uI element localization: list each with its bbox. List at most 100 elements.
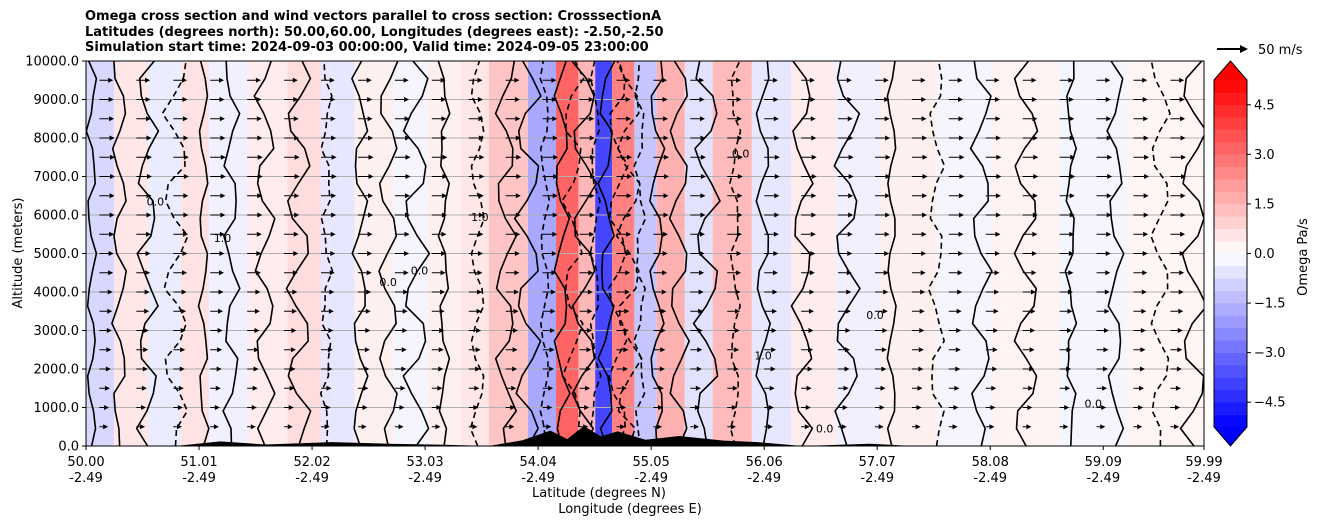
wind-key-arrowhead-icon xyxy=(1240,45,1248,53)
wind-vector-head xyxy=(885,154,891,160)
wind-vector-head xyxy=(256,251,262,256)
wind-vector-head xyxy=(477,289,483,295)
wind-vector-head xyxy=(958,251,964,256)
wind-vector-head xyxy=(513,328,519,333)
wind-vector-head xyxy=(590,174,596,179)
wind-vector-head xyxy=(1138,405,1144,410)
wind-vector-head xyxy=(439,328,445,333)
wind-vector-head xyxy=(811,212,817,218)
wind-vector-head xyxy=(1104,289,1110,295)
colorbar-segment xyxy=(1214,327,1247,341)
colorbar-segment xyxy=(1214,166,1247,180)
x-tick-label-latitude: 55.05 xyxy=(633,455,670,470)
wind-vector-head xyxy=(847,251,853,256)
wind-vector-head xyxy=(250,424,256,430)
wind-vector-head xyxy=(625,97,631,102)
wind-vector-head xyxy=(514,77,520,83)
colorbar-segment xyxy=(1214,402,1247,415)
wind-vector-head xyxy=(992,366,998,372)
colorbar-segment xyxy=(1214,265,1247,279)
wind-vector-head xyxy=(218,77,224,83)
wind-vector-head xyxy=(694,405,700,410)
y-tick-label: 10000.0 xyxy=(25,55,79,70)
wind-vector-head xyxy=(181,289,187,295)
wind-vector-head xyxy=(553,174,559,179)
wind-vector-head xyxy=(1031,270,1037,276)
wind-vector-head xyxy=(478,135,484,141)
wind-vector-head xyxy=(1178,308,1184,314)
wind-vector-head xyxy=(1032,231,1038,237)
colorbar-segment xyxy=(1214,216,1247,230)
wind-vector-head xyxy=(1067,289,1073,295)
wind-vector-head xyxy=(401,366,407,372)
wind-vector-head xyxy=(956,328,962,333)
wind-vector-head xyxy=(1033,154,1039,160)
wind-vector-head xyxy=(108,251,114,256)
colorbar-segment xyxy=(1214,179,1247,192)
wind-vector-head xyxy=(920,289,926,295)
wind-vector-head xyxy=(1031,97,1037,102)
wind-vector-head xyxy=(363,385,369,391)
wind-vector-head xyxy=(1032,212,1038,218)
wind-vector-head xyxy=(921,116,927,122)
wind-vector-head xyxy=(588,270,594,276)
wind-vector-head xyxy=(1027,405,1033,410)
wind-vector-head xyxy=(1180,116,1186,122)
wind-vector-head xyxy=(622,366,628,372)
wind-vector-head xyxy=(549,328,555,333)
wind-vector-head xyxy=(182,116,188,122)
wind-vector-head xyxy=(257,193,263,199)
wind-vector-head xyxy=(989,424,995,430)
colorbar-segment xyxy=(1214,241,1247,254)
colorbar-segment xyxy=(1214,352,1247,366)
contour-label: 0.0 xyxy=(866,309,884,322)
wind-vector-head xyxy=(366,289,372,295)
x-tick-label-latitude: 56.06 xyxy=(746,455,783,470)
wind-vector-head xyxy=(328,308,334,314)
wind-vector-head xyxy=(846,270,852,276)
contour-line xyxy=(1106,61,1125,446)
colorbar-segment xyxy=(1214,92,1247,106)
wind-vector-head xyxy=(1105,97,1111,102)
wind-vector-head xyxy=(806,385,812,391)
wind-vector-head xyxy=(1026,424,1032,430)
colorbar-segment xyxy=(1214,191,1247,205)
wind-vector-head xyxy=(1177,328,1183,333)
wind-vector-head xyxy=(736,251,742,256)
wind-vector-head xyxy=(324,424,330,430)
wind-vector-head xyxy=(290,366,296,372)
wind-vector-head xyxy=(659,366,665,372)
wind-vector-head xyxy=(366,270,372,276)
wind-vector-head xyxy=(549,347,555,353)
wind-vector-head xyxy=(773,231,779,237)
wind-vector-head xyxy=(1065,385,1071,391)
wind-vector-head xyxy=(811,193,817,199)
wind-vector-head xyxy=(109,212,115,218)
wind-vector-head xyxy=(255,289,261,295)
wind-vector-head xyxy=(404,251,410,256)
wind-vector-head xyxy=(330,97,336,102)
wind-vector-head xyxy=(995,193,1001,199)
wind-vector-head xyxy=(624,308,630,314)
y-tick-label: 8000.0 xyxy=(34,132,80,147)
x-tick-label-longitude: -2.49 xyxy=(521,471,555,486)
wind-vector-head xyxy=(731,405,737,410)
wind-vector-head xyxy=(218,289,224,295)
wind-vector-head xyxy=(807,366,813,372)
wind-vector-head xyxy=(662,270,668,276)
wind-vector-head xyxy=(365,308,371,314)
wind-vector-head xyxy=(1030,289,1036,295)
wind-vector-head xyxy=(438,347,444,353)
x-tick-label-longitude: -2.49 xyxy=(1086,471,1120,486)
wind-vector-head xyxy=(479,154,485,160)
wind-vector-head xyxy=(1106,193,1112,199)
x-tick-label-longitude: -2.49 xyxy=(408,471,442,486)
wind-vector-head xyxy=(917,385,923,391)
wind-vector-head xyxy=(292,270,298,276)
wind-vector-head xyxy=(695,385,701,391)
x-tick-label-latitude: 57.07 xyxy=(859,455,896,470)
wind-vector-head xyxy=(846,77,852,83)
wind-vector-head xyxy=(512,366,518,372)
wind-vector-head xyxy=(146,231,152,237)
wind-vector-head xyxy=(589,231,595,237)
